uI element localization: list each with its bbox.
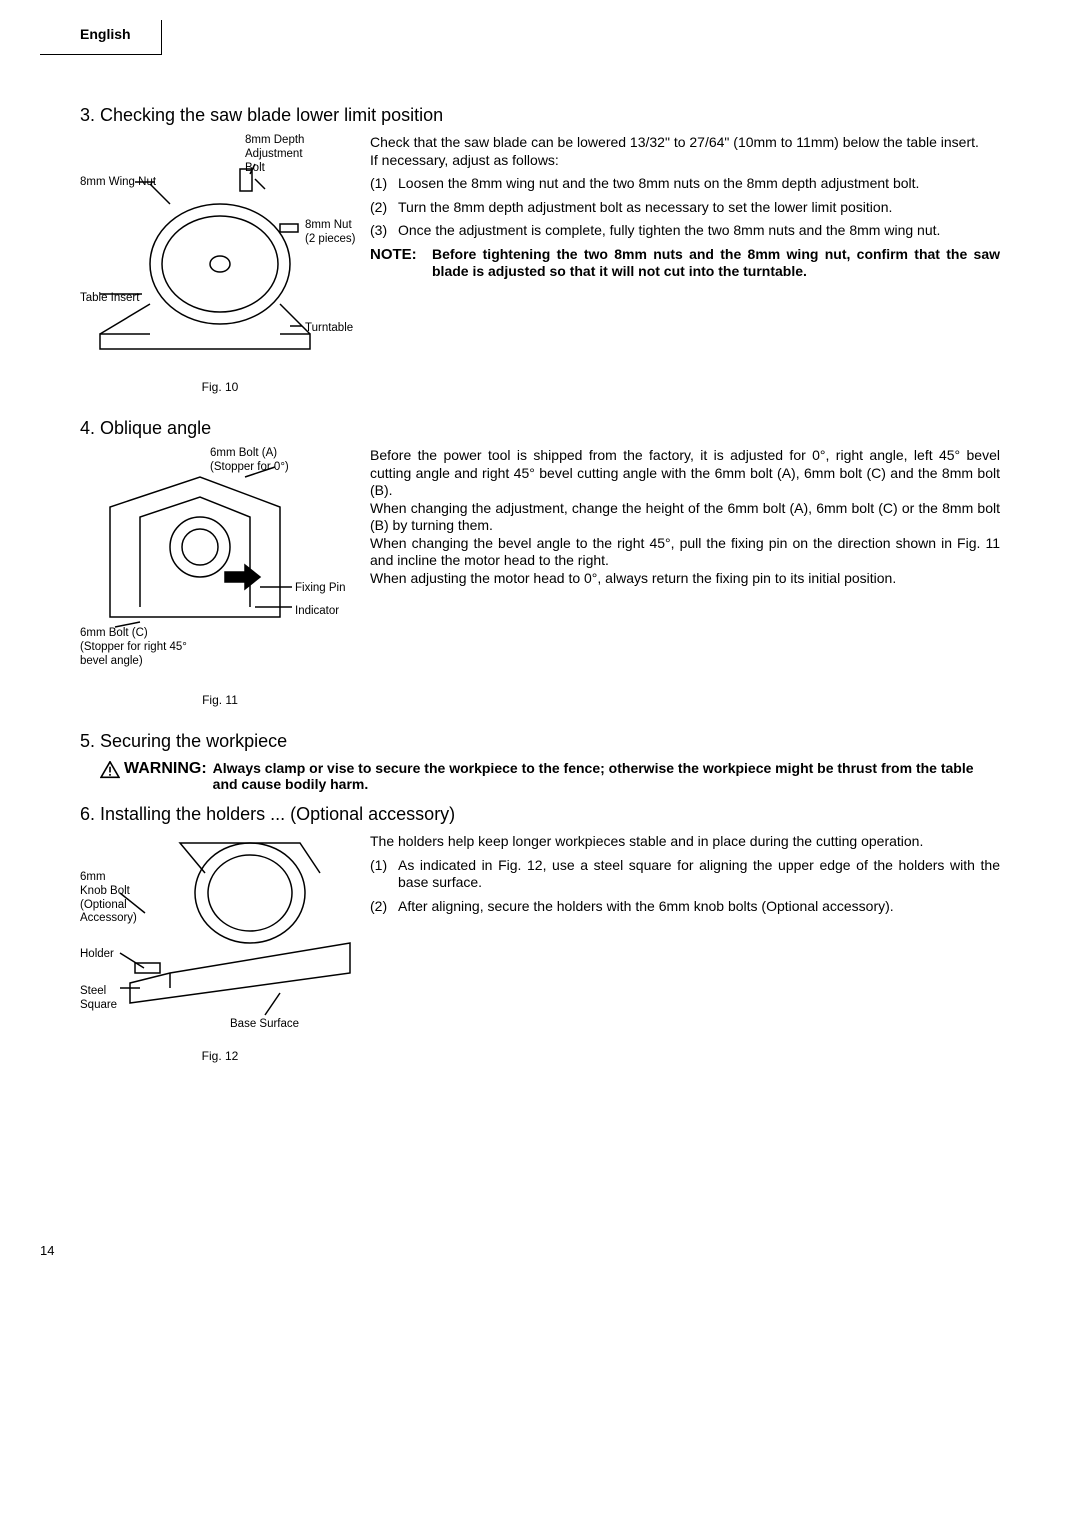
callout-base-surface: Base Surface bbox=[230, 1018, 299, 1032]
figure-12-diagram bbox=[80, 833, 360, 1033]
section-3-text: Check that the saw blade can be lowered … bbox=[370, 134, 1000, 281]
section-5-title: 5. Securing the workpiece bbox=[80, 731, 1000, 752]
section-4-title: 4. Oblique angle bbox=[80, 418, 1000, 439]
warning-row: WARNING: Always clamp or vise to secure … bbox=[100, 760, 1000, 792]
s3-para-1: Check that the saw blade can be lowered … bbox=[370, 134, 1000, 152]
s3-step1-t: Loosen the 8mm wing nut and the two 8mm … bbox=[398, 175, 919, 193]
s3-step2-t: Turn the 8mm depth adjustment bolt as ne… bbox=[398, 199, 892, 217]
figure-11-column: 6mm Bolt (A)(Stopper for 0°) Fixing Pin … bbox=[80, 447, 360, 707]
s3-para-2: If necessary, adjust as follows: bbox=[370, 152, 1000, 170]
section-3-row: 8mm DepthAdjustmentBolt 8mm Wing Nut 8mm… bbox=[80, 134, 1000, 394]
language-tab: English bbox=[40, 20, 162, 55]
language-label: English bbox=[80, 26, 131, 42]
callout-turntable: Turntable bbox=[305, 322, 353, 336]
page-number: 14 bbox=[40, 1243, 1000, 1258]
callout-depth-bolt: 8mm DepthAdjustmentBolt bbox=[245, 134, 304, 175]
s6-para-1: The holders help keep longer workpieces … bbox=[370, 833, 1000, 851]
warning-text: Always clamp or vise to secure the workp… bbox=[213, 760, 1000, 792]
figure-10-column: 8mm DepthAdjustmentBolt 8mm Wing Nut 8mm… bbox=[80, 134, 360, 394]
section-4-text: Before the power tool is shipped from th… bbox=[370, 447, 1000, 587]
s3-step1-n: (1) bbox=[370, 175, 398, 193]
s3-steps: (1)Loosen the 8mm wing nut and the two 8… bbox=[370, 175, 1000, 240]
s3-step3-n: (3) bbox=[370, 222, 398, 240]
callout-bolt-a: 6mm Bolt (A)(Stopper for 0°) bbox=[210, 447, 289, 475]
figure-10: 8mm DepthAdjustmentBolt 8mm Wing Nut 8mm… bbox=[80, 134, 360, 374]
callout-steel-square: SteelSquare bbox=[80, 985, 117, 1013]
callout-knob-bolt: 6mmKnob Bolt(OptionalAccessory) bbox=[80, 871, 137, 926]
s6-step1-n: (1) bbox=[370, 857, 398, 892]
callout-indicator: Indicator bbox=[295, 605, 339, 619]
section-6-text: The holders help keep longer workpieces … bbox=[370, 833, 1000, 921]
s6-step1-t: As indicated in Fig. 12, use a steel squ… bbox=[398, 857, 1000, 892]
s6-steps: (1)As indicated in Fig. 12, use a steel … bbox=[370, 857, 1000, 916]
figure-10-caption: Fig. 10 bbox=[80, 380, 360, 394]
note-label: NOTE: bbox=[370, 246, 432, 281]
callout-bolt-c: 6mm Bolt (C)(Stopper for right 45°bevel … bbox=[80, 627, 187, 668]
callout-8mm-nut: 8mm Nut(2 pieces) bbox=[305, 219, 356, 247]
figure-12: 6mmKnob Bolt(OptionalAccessory) Holder S… bbox=[80, 833, 360, 1033]
callout-fixing-pin: Fixing Pin bbox=[295, 582, 346, 596]
s3-step2-n: (2) bbox=[370, 199, 398, 217]
section-6-title: 6. Installing the holders ... (Optional … bbox=[80, 804, 1000, 825]
section-3-title: 3. Checking the saw blade lower limit po… bbox=[80, 105, 1000, 126]
page: English 3. Checking the saw blade lower … bbox=[0, 0, 1080, 1298]
s6-step2-t: After aligning, secure the holders with … bbox=[398, 898, 894, 916]
figure-11: 6mm Bolt (A)(Stopper for 0°) Fixing Pin … bbox=[80, 447, 360, 667]
figure-11-caption: Fig. 11 bbox=[80, 693, 360, 707]
s3-step3-t: Once the adjustment is complete, fully t… bbox=[398, 222, 940, 240]
section-6-row: 6mmKnob Bolt(OptionalAccessory) Holder S… bbox=[80, 833, 1000, 1063]
warning-icon bbox=[100, 761, 120, 779]
figure-10-diagram bbox=[80, 134, 360, 374]
figure-12-caption: Fig. 12 bbox=[80, 1049, 360, 1063]
s6-step2-n: (2) bbox=[370, 898, 398, 916]
callout-table-insert: Table Insert bbox=[80, 292, 139, 306]
warning-label: WARNING: bbox=[124, 760, 207, 778]
s4-para-2: When changing the adjustment, change the… bbox=[370, 500, 1000, 535]
s4-para-1: Before the power tool is shipped from th… bbox=[370, 447, 1000, 500]
figure-12-column: 6mmKnob Bolt(OptionalAccessory) Holder S… bbox=[80, 833, 360, 1063]
callout-wing-nut: 8mm Wing Nut bbox=[80, 176, 156, 190]
s4-para-4: When adjusting the motor head to 0°, alw… bbox=[370, 570, 1000, 588]
s3-note: NOTE: Before tightening the two 8mm nuts… bbox=[370, 246, 1000, 281]
section-4-row: 6mm Bolt (A)(Stopper for 0°) Fixing Pin … bbox=[80, 447, 1000, 707]
note-text: Before tightening the two 8mm nuts and t… bbox=[432, 246, 1000, 281]
s4-para-3: When changing the bevel angle to the rig… bbox=[370, 535, 1000, 570]
callout-holder: Holder bbox=[80, 948, 114, 962]
